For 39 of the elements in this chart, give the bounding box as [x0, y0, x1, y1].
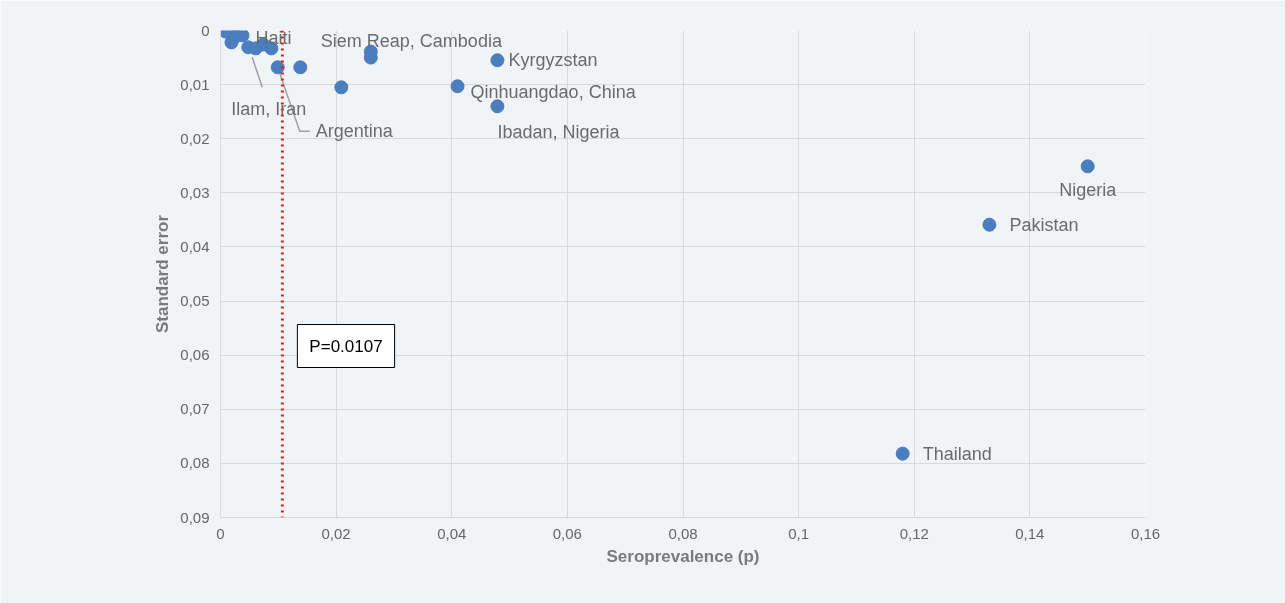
annotation: Nigeria	[1059, 180, 1118, 201]
point	[293, 60, 308, 75]
point	[895, 446, 910, 461]
point	[334, 80, 349, 95]
annotation: Pakistan	[1009, 214, 1079, 235]
annotation: Argentina	[315, 121, 394, 142]
x-tick-label: 0,12	[899, 524, 929, 542]
y-tick-label: 0,06	[180, 346, 210, 364]
annotation: Siem Reap, Cambodia	[320, 30, 503, 51]
point	[270, 60, 285, 75]
annotation: Thailand	[922, 443, 992, 464]
annotation: Ibadan, Nigeria	[497, 122, 621, 143]
y-tick-label: 0,01	[180, 75, 210, 93]
y-tick-label: 0,09	[180, 508, 210, 526]
x-tick-label: 0,02	[321, 524, 351, 542]
x-tick-label: 0,16	[1130, 524, 1161, 542]
annotation: Kyrgyzstan	[508, 50, 598, 71]
x-tick-label: 0,08	[668, 524, 698, 542]
point	[235, 30, 250, 43]
point	[1080, 159, 1095, 174]
y-tick-label: 0,03	[180, 183, 210, 201]
x-tick-label: 0,04	[437, 524, 467, 542]
ref-line-label: P=0.0107	[309, 336, 383, 356]
y-tick-label: 0,05	[180, 292, 210, 310]
x-tick-label: 0,1	[788, 524, 810, 542]
y-tick-label: 0,04	[180, 237, 210, 255]
annotation: Qinhuangdao, China	[470, 82, 637, 103]
x-tick-label: 0,14	[1015, 524, 1045, 542]
y-tick-label: 0	[201, 21, 210, 39]
point	[450, 79, 465, 94]
point	[490, 53, 505, 68]
x-axis-title: Seroprevalence (p)	[606, 546, 760, 566]
y-axis-title: Standard error	[153, 214, 173, 334]
x-tick-label: 0,06	[552, 524, 582, 542]
y-tick-label: 0,02	[180, 129, 210, 147]
point	[982, 217, 997, 232]
x-tick-label: 0	[216, 524, 225, 542]
y-tick-label: 0,07	[180, 400, 210, 418]
y-tick-label: 0,08	[180, 454, 210, 472]
